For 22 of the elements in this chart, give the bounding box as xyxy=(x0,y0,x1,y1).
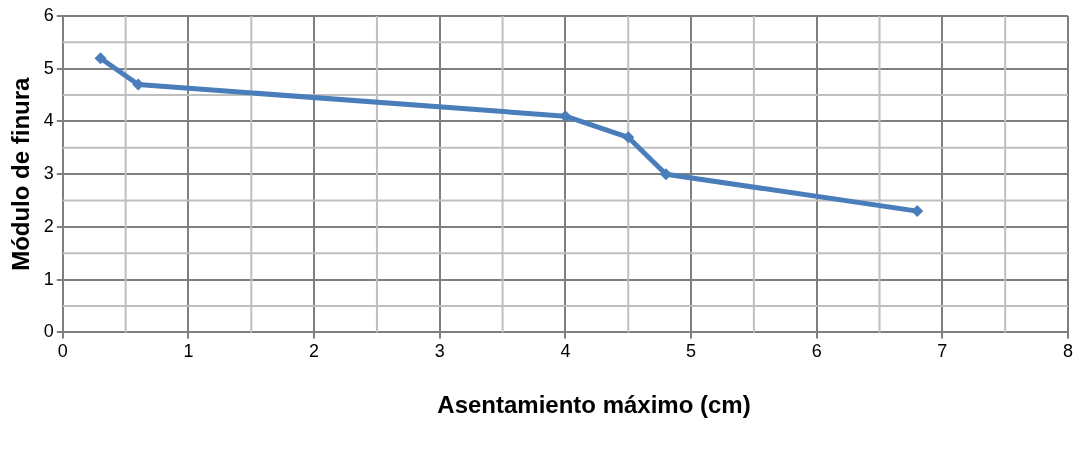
y-tick-label: 0 xyxy=(43,321,54,342)
y-tick-label: 3 xyxy=(43,163,54,184)
x-tick-label: 4 xyxy=(560,341,571,362)
y-tick-label: 6 xyxy=(43,4,54,25)
x-tick-label: 0 xyxy=(57,341,68,362)
y-tick-label: 1 xyxy=(43,268,54,289)
x-tick-label: 5 xyxy=(686,341,697,362)
x-tick-label: 7 xyxy=(937,341,948,362)
y-tick-label: 5 xyxy=(43,57,54,78)
point xyxy=(622,131,635,144)
y-tick-label: 4 xyxy=(43,110,54,131)
point xyxy=(659,168,672,181)
x-axis-title: Asentamiento máximo (cm) xyxy=(436,390,752,420)
point xyxy=(94,52,107,65)
x-tick-label: 8 xyxy=(1062,341,1074,362)
y-tick-label: 2 xyxy=(43,215,54,236)
x-tick-label: 1 xyxy=(183,341,194,362)
y-axis-title: Módulo de finura xyxy=(7,76,35,271)
point xyxy=(911,205,924,218)
x-tick-label: 6 xyxy=(811,341,822,362)
x-tick-label: 2 xyxy=(309,341,320,362)
x-tick-label: 3 xyxy=(434,341,445,362)
